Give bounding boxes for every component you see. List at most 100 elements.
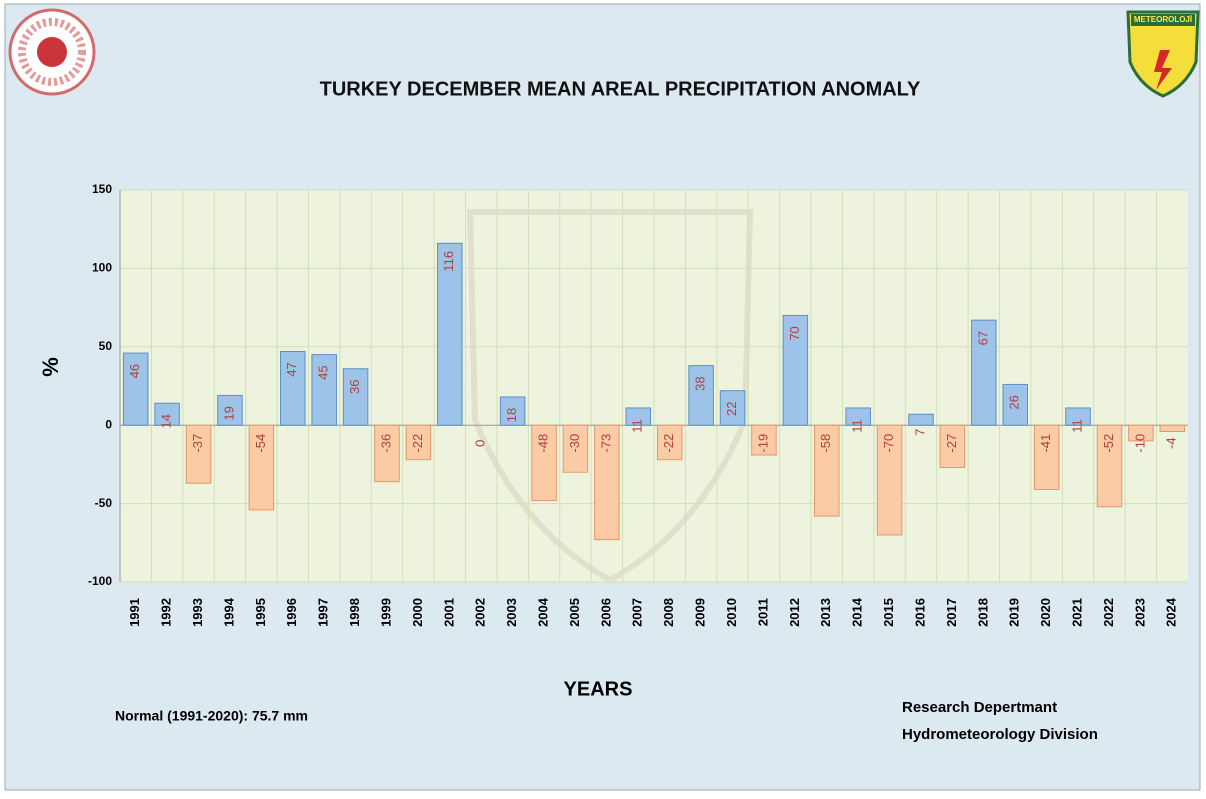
bar <box>405 424 432 461</box>
bar <box>185 424 212 484</box>
x-tick-label: 1992 <box>159 598 174 627</box>
x-tick-label: 2001 <box>441 598 456 627</box>
bar <box>594 424 620 541</box>
x-tick-label: 1996 <box>284 598 299 627</box>
x-tick-label: 1999 <box>378 598 393 627</box>
x-tick-label: 2020 <box>1038 598 1053 627</box>
x-tick-label: 2011 <box>755 598 770 626</box>
data-label: 19 <box>221 406 236 420</box>
data-label: 47 <box>284 362 299 376</box>
y-tick-label: 0 <box>105 417 112 431</box>
x-tick-label: 2016 <box>912 598 927 627</box>
data-label: -27 <box>944 434 959 453</box>
bar <box>342 368 369 426</box>
x-axis-label: YEARS <box>564 678 633 700</box>
data-label: 67 <box>975 331 990 345</box>
bar <box>311 354 337 426</box>
data-label: 26 <box>1007 395 1022 409</box>
x-tick-label: 2007 <box>630 598 645 627</box>
x-tick-label: 1997 <box>316 598 331 627</box>
bar <box>562 424 589 473</box>
data-label: 36 <box>347 380 362 394</box>
bar <box>845 407 871 426</box>
data-label: -70 <box>881 434 896 453</box>
x-tick-label: 2000 <box>410 598 425 627</box>
data-label: -48 <box>535 434 550 453</box>
bar <box>499 396 526 426</box>
x-tick-label: 1991 <box>127 598 142 627</box>
x-tick-label: 2015 <box>881 598 896 627</box>
data-label: 45 <box>316 365 331 379</box>
data-label: -37 <box>190 434 205 453</box>
x-tick-label: 2005 <box>567 598 582 627</box>
data-label: 18 <box>504 408 519 422</box>
data-label: -73 <box>598 434 613 453</box>
x-tick-label: 2017 <box>944 598 959 627</box>
y-tick-label: -100 <box>88 574 112 588</box>
y-tick-label: 100 <box>92 261 112 275</box>
x-tick-label: 2019 <box>1007 598 1022 627</box>
x-tick-label: 2010 <box>724 598 739 627</box>
y-tick-label: 50 <box>99 339 113 353</box>
data-label: 7 <box>912 429 927 436</box>
x-tick-label: 2023 <box>1132 598 1147 627</box>
x-tick-label: 1995 <box>253 598 268 627</box>
bar <box>939 424 966 469</box>
data-label: 0 <box>473 440 488 447</box>
left-logo <box>8 8 96 96</box>
data-label: 14 <box>159 414 174 428</box>
x-tick-label: 2002 <box>473 598 488 627</box>
bar <box>1128 424 1154 442</box>
x-tick-label: 2014 <box>850 597 865 627</box>
data-label: 70 <box>787 326 802 340</box>
data-label: -19 <box>755 434 770 453</box>
x-tick-label: 2004 <box>535 597 550 627</box>
data-label: -22 <box>410 434 425 453</box>
bar <box>876 424 903 536</box>
bar <box>656 424 683 461</box>
bar <box>217 394 243 426</box>
data-label: -30 <box>567 434 582 453</box>
bar <box>531 424 557 501</box>
bar <box>374 424 400 483</box>
credit: Hydrometeorology Division <box>902 726 1098 743</box>
x-tick-label: 2018 <box>975 598 990 627</box>
credit: Research Depertmant <box>902 699 1057 716</box>
bar <box>1033 424 1060 490</box>
data-label: -36 <box>378 434 393 453</box>
bar <box>1159 424 1186 432</box>
note: Normal (1991-2020): 75.7 mm <box>115 708 308 724</box>
bar <box>908 413 934 426</box>
x-tick-label: 2006 <box>598 598 613 627</box>
bar <box>280 351 306 426</box>
bar <box>122 352 149 426</box>
data-label: 11 <box>630 419 645 433</box>
bar <box>1002 383 1028 426</box>
data-label: 116 <box>441 251 456 272</box>
bar <box>437 242 463 426</box>
watermark <box>466 209 754 584</box>
bar <box>782 314 809 426</box>
bar <box>154 402 180 426</box>
x-tick-label: 1994 <box>221 597 236 627</box>
bar <box>625 407 652 426</box>
x-tick-label: 1993 <box>190 598 205 627</box>
bar <box>1065 407 1091 426</box>
bar <box>971 319 997 426</box>
x-tick-label: 2003 <box>504 598 519 627</box>
data-label: -22 <box>661 434 676 453</box>
logo-text: METEOROLOJİ <box>1134 15 1192 24</box>
bar <box>814 424 840 517</box>
bar <box>688 365 714 426</box>
data-label: -58 <box>818 434 833 453</box>
data-label: 11 <box>1069 419 1084 433</box>
data-label: -54 <box>253 434 268 453</box>
x-tick-label: 1998 <box>347 598 362 627</box>
bar <box>1096 424 1123 508</box>
x-tick-label: 2008 <box>661 598 676 627</box>
data-label: -52 <box>1101 434 1116 453</box>
bar <box>751 424 777 456</box>
data-label: 38 <box>693 376 708 390</box>
bar <box>719 390 746 426</box>
